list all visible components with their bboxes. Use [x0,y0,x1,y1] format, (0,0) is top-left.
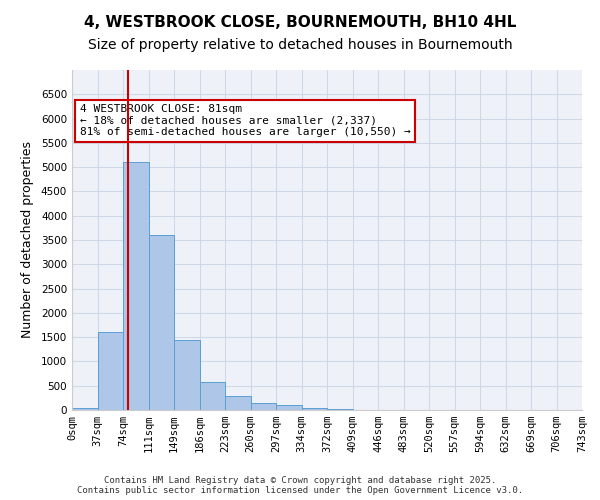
Bar [72,408,97,410]
Text: Size of property relative to detached houses in Bournemouth: Size of property relative to detached ho… [88,38,512,52]
Bar [199,382,225,410]
Bar [149,235,174,410]
Bar [174,340,199,410]
Bar [97,332,123,410]
Bar [302,408,327,410]
Bar [276,405,302,410]
Bar [251,402,276,410]
Y-axis label: Number of detached properties: Number of detached properties [21,142,34,338]
Text: 4 WESTBROOK CLOSE: 81sqm
← 18% of detached houses are smaller (2,337)
81% of sem: 4 WESTBROOK CLOSE: 81sqm ← 18% of detach… [80,104,410,137]
Text: Contains HM Land Registry data © Crown copyright and database right 2025.
Contai: Contains HM Land Registry data © Crown c… [77,476,523,495]
Bar [225,396,251,410]
Text: 4, WESTBROOK CLOSE, BOURNEMOUTH, BH10 4HL: 4, WESTBROOK CLOSE, BOURNEMOUTH, BH10 4H… [84,15,516,30]
Bar [123,162,149,410]
